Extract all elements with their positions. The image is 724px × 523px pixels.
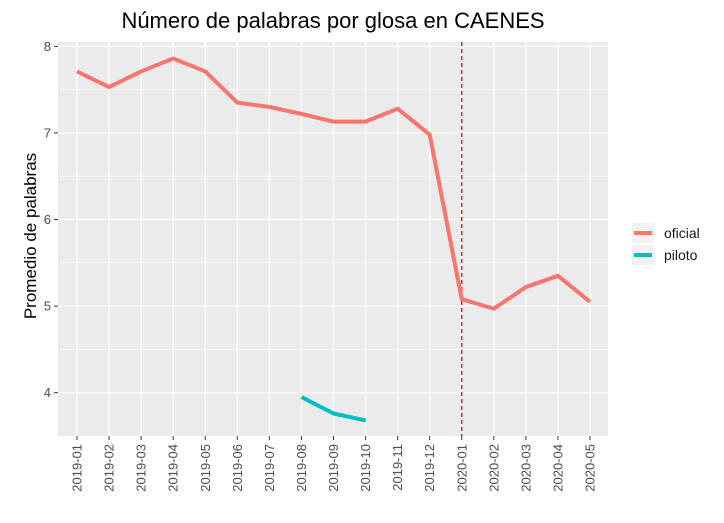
x-tick-label: 2020-01 bbox=[454, 444, 469, 492]
y-tick-label: 8 bbox=[44, 39, 51, 54]
x-tick-label: 2020-05 bbox=[583, 444, 598, 492]
x-tick-label: 2020-03 bbox=[518, 444, 533, 492]
x-tick-label: 2020-02 bbox=[486, 444, 501, 492]
x-tick-label: 2019-04 bbox=[166, 444, 181, 492]
series-lines bbox=[76, 56, 592, 423]
x-tick-label: 2020-04 bbox=[550, 444, 565, 492]
y-tick-label: 7 bbox=[44, 125, 51, 140]
x-axis: 2019-01 2019-02 2019-03 2019-04 2019-05 2019-… bbox=[70, 436, 598, 492]
x-tick-label: 2019-07 bbox=[262, 444, 277, 492]
legend-label-oficial: oficial bbox=[664, 225, 700, 241]
x-tick-label: 2019-08 bbox=[294, 444, 309, 492]
chart-title: Número de palabras por glosa en CAENES bbox=[121, 8, 544, 33]
y-axis: 4 5 6 7 8 bbox=[44, 39, 58, 400]
y-tick-label: 4 bbox=[44, 385, 51, 400]
x-tick-label: 2019-10 bbox=[358, 444, 373, 492]
x-tick-label: 2019-03 bbox=[134, 444, 149, 492]
legend: oficial piloto bbox=[632, 223, 700, 265]
x-tick-label: 2019-09 bbox=[326, 444, 341, 492]
y-tick-label: 5 bbox=[44, 299, 51, 314]
y-tick-label: 6 bbox=[44, 212, 51, 227]
x-tick-label: 2019-11 bbox=[390, 444, 405, 491]
x-tick-label: 2019-06 bbox=[230, 444, 245, 492]
x-tick-label: 2019-02 bbox=[102, 444, 117, 492]
y-axis-title: Promedio de palabras bbox=[21, 153, 40, 319]
x-tick-label: 2019-01 bbox=[70, 444, 85, 492]
x-tick-label: 2019-12 bbox=[422, 444, 437, 492]
legend-label-piloto: piloto bbox=[664, 247, 698, 263]
x-tick-label: 2019-05 bbox=[198, 444, 213, 492]
